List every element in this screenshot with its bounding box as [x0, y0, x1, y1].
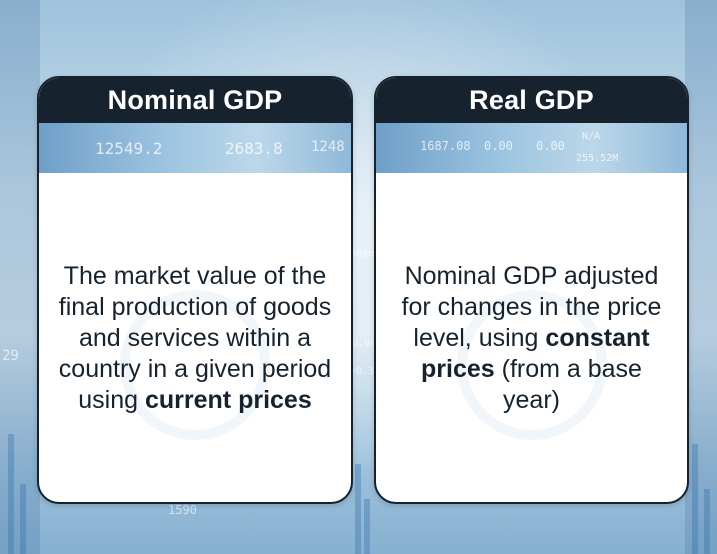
banner-ticker: 255.52M: [576, 153, 619, 164]
nominal-gdp-card: Nominal GDP 12549.2 2683.8 1248 The mark…: [37, 76, 353, 504]
banner-ticker: 0.00: [536, 139, 565, 153]
background-stripe: [685, 0, 717, 554]
background-ticker: ange: [350, 248, 375, 259]
background-ticker: 29: [2, 348, 19, 364]
nominal-gdp-banner: 12549.2 2683.8 1248: [39, 123, 351, 173]
real-gdp-emphasis: constant prices: [421, 324, 650, 383]
background-bar: [692, 444, 698, 554]
background-bar: [704, 489, 710, 554]
nominal-gdp-emphasis: current prices: [144, 386, 312, 414]
background-bar: [364, 499, 370, 554]
banner-ticker: 12549.2: [95, 139, 163, 158]
background-bar: [20, 484, 26, 554]
banner-ticker: 1248: [311, 139, 345, 155]
background-stripe: [0, 0, 40, 554]
banner-ticker: N/A: [582, 131, 601, 142]
nominal-gdp-body: The market value of the final production…: [39, 175, 351, 502]
nominal-gdp-definition: The market value of the final production…: [57, 261, 333, 416]
background-bar: [355, 464, 361, 554]
real-gdp-text-end: (from a base year): [494, 355, 642, 414]
real-gdp-title: Real GDP: [376, 78, 687, 123]
real-gdp-card: Real GDP 1687.08 0.00 0.00 N/A 255.52M N…: [374, 76, 689, 504]
banner-ticker: 0.00: [484, 139, 513, 153]
real-gdp-banner: 1687.08 0.00 0.00 N/A 255.52M: [376, 123, 687, 173]
real-gdp-definition: Nominal GDP adjusted for changes in the …: [394, 261, 669, 416]
background-ticker: +0.35: [350, 366, 381, 377]
background-ticker: 1590: [168, 503, 197, 517]
banner-ticker: 1687.08: [420, 139, 471, 153]
gdp-watermark-icon: [456, 289, 607, 440]
real-gdp-body: Nominal GDP adjusted for changes in the …: [376, 175, 687, 502]
real-gdp-text: Nominal GDP adjusted for changes in the …: [401, 262, 662, 352]
nominal-gdp-text: The market value of the final production…: [58, 262, 332, 414]
nominal-gdp-title: Nominal GDP: [39, 78, 351, 123]
background-ticker: 0.00: [352, 338, 377, 349]
background-bar: [8, 434, 14, 554]
gdp-watermark-icon: [120, 289, 270, 440]
banner-ticker: 2683.8: [225, 139, 283, 158]
